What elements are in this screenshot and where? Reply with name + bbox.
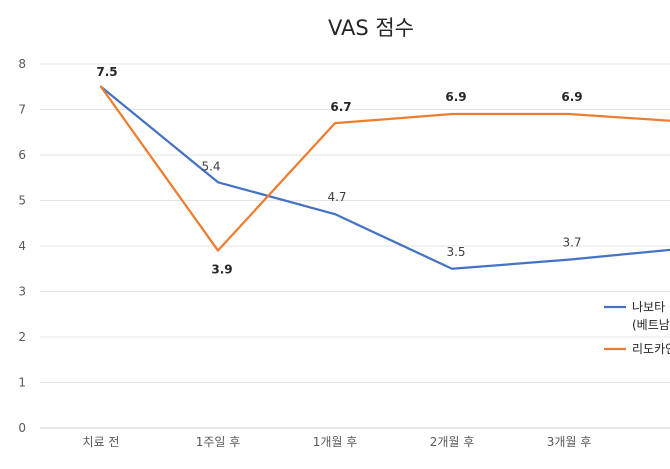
x-tick-label: 1주일 후 <box>196 435 241 449</box>
legend: 나보타 (베트남리도카인 <box>604 300 670 356</box>
data-label: 6.9 <box>445 90 466 104</box>
y-tick-label: 1 <box>18 376 26 390</box>
y-tick-label: 3 <box>18 285 26 299</box>
y-tick-label: 2 <box>18 330 26 344</box>
data-label: 3.5 <box>446 245 465 259</box>
y-tick-label: 6 <box>18 148 26 162</box>
x-tick-label: 2개월 후 <box>430 435 475 449</box>
data-label: 5.4 <box>201 159 220 173</box>
y-tick-label: 4 <box>18 239 26 253</box>
data-label: 7.5 <box>96 65 117 79</box>
legend-label: 리도카인 <box>632 342 670 356</box>
legend-label: (베트남 <box>632 318 670 332</box>
chart-title: VAS 점수 <box>328 16 414 40</box>
x-tick-label: 치료 전 <box>83 435 120 449</box>
x-tick-label: 1개월 후 <box>313 435 358 449</box>
y-tick-label: 8 <box>18 57 26 71</box>
data-labels: 5.4 4.7 3.5 3.7 7.5 3.9 6.7 6.9 6.9 <box>96 65 582 277</box>
legend-label: 나보타 <box>632 300 665 314</box>
data-label: 4.7 <box>327 190 346 204</box>
data-label: 6.7 <box>330 100 351 114</box>
y-axis: 0 1 2 3 4 5 6 7 8 <box>18 57 26 435</box>
data-label: 6.9 <box>561 90 582 104</box>
x-tick-label: 3개월 후 <box>547 435 592 449</box>
series-line-1 <box>99 85 670 270</box>
x-axis: 치료 전 1주일 후 1개월 후 2개월 후 3개월 후 <box>83 435 592 449</box>
y-tick-label: 5 <box>18 194 26 208</box>
gridlines <box>40 63 670 429</box>
series-line-2 <box>99 85 670 252</box>
data-label: 3.7 <box>562 236 581 250</box>
y-tick-label: 0 <box>18 421 26 435</box>
y-tick-label: 7 <box>18 103 26 117</box>
series-lines <box>99 85 670 270</box>
data-label: 3.9 <box>211 263 232 277</box>
